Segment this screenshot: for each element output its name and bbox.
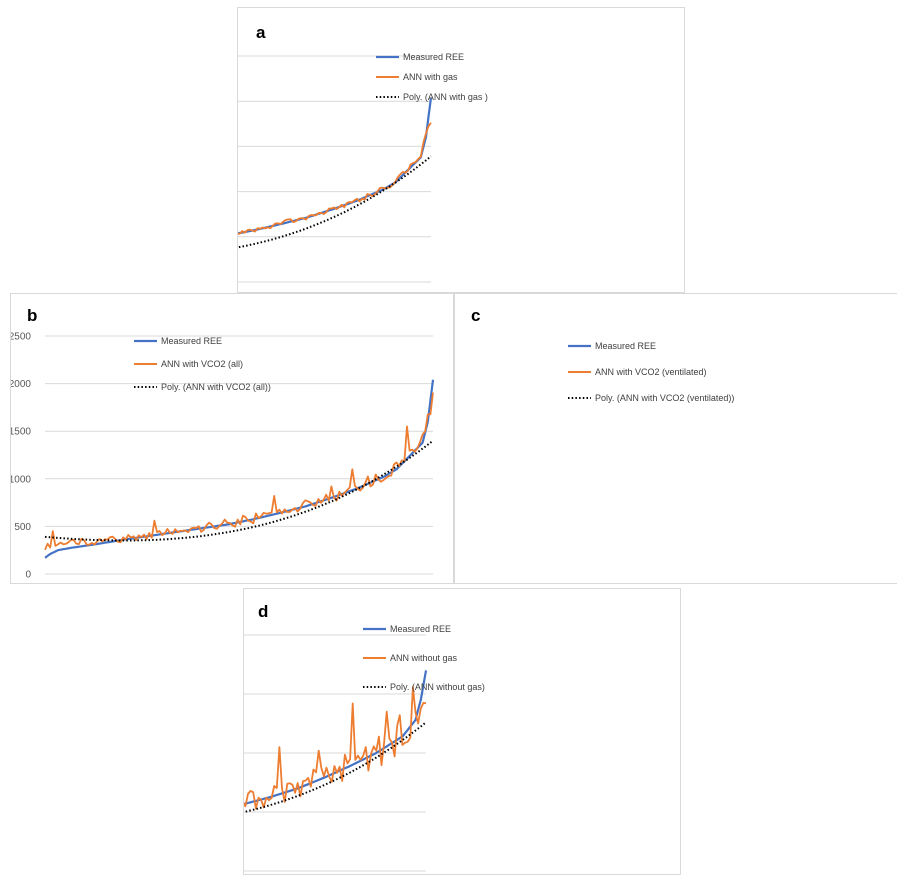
- legend-label-ann: ANN with gas: [403, 72, 458, 82]
- panel-letter-b: b: [27, 306, 37, 325]
- legend-label-poly: Poly. (ANN with VCO2 (all)): [161, 382, 271, 392]
- legend-label-poly: Poly. (ANN with VCO2 (ventilated)): [595, 393, 734, 403]
- series-line-measured: [244, 670, 428, 806]
- panel-letter-d: d: [258, 602, 268, 621]
- legend-label-poly: Poly. (ANN without gas): [390, 682, 485, 692]
- panel-letter-a: a: [256, 23, 266, 42]
- legend-label-measured: Measured REE: [390, 624, 451, 634]
- series-line-measured: [238, 97, 433, 235]
- chart-svg-b: b 0 500 1000 1500 2000 2500 Measured REE ANN wit…: [11, 306, 435, 581]
- y-tick-label: 500: [14, 522, 31, 533]
- y-tick-label: 2000: [11, 379, 31, 390]
- y-tick-label: 1500: [11, 427, 31, 438]
- y-tick-label: 0: [25, 570, 31, 581]
- series-line-poly: [238, 155, 432, 249]
- legend-label-measured: Measured REE: [161, 336, 222, 346]
- series-line-ann: [244, 686, 427, 810]
- series-line-poly: [44, 439, 434, 542]
- series-line-measured: [44, 379, 435, 559]
- y-tick-label: 1000: [11, 474, 31, 485]
- legend-label-ann: ANN with VCO2 (ventilated): [595, 367, 707, 377]
- series-line-ann: [238, 122, 432, 235]
- legend-label-measured: Measured REE: [595, 341, 656, 351]
- chart-panel-b: b 0 500 1000 1500 2000 2500 Measured REE ANN wit…: [10, 293, 454, 584]
- legend-label-ann: ANN with VCO2 (all): [161, 359, 243, 369]
- legend-label-ann: ANN without gas: [390, 653, 458, 663]
- legend-label-measured: Measured REE: [403, 52, 464, 62]
- y-tick-label: 2500: [11, 332, 31, 343]
- legend-label-poly: Poly. (ANN with gas ): [403, 92, 488, 102]
- series-line-ann: [44, 392, 434, 551]
- panel-letter-c: c: [471, 306, 480, 325]
